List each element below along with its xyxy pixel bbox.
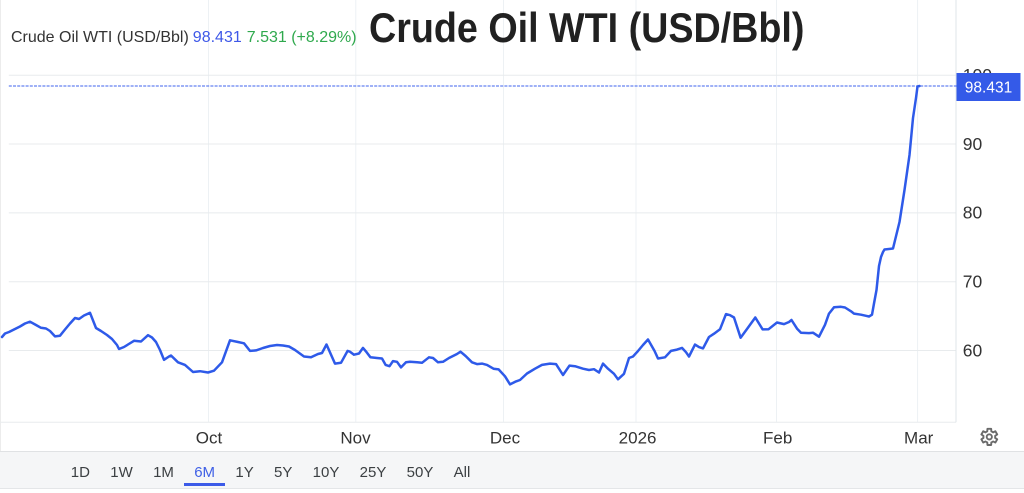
svg-text:2026: 2026	[619, 429, 657, 448]
svg-text:Nov: Nov	[340, 429, 371, 448]
svg-text:60: 60	[963, 340, 983, 360]
svg-text:Oct: Oct	[196, 429, 223, 448]
svg-text:80: 80	[963, 203, 983, 223]
svg-text:98.431: 98.431	[965, 80, 1012, 97]
svg-text:70: 70	[963, 272, 983, 292]
svg-text:90: 90	[963, 134, 983, 154]
svg-text:Mar: Mar	[904, 429, 934, 448]
svg-text:Dec: Dec	[490, 429, 521, 448]
svg-text:Feb: Feb	[763, 429, 792, 448]
